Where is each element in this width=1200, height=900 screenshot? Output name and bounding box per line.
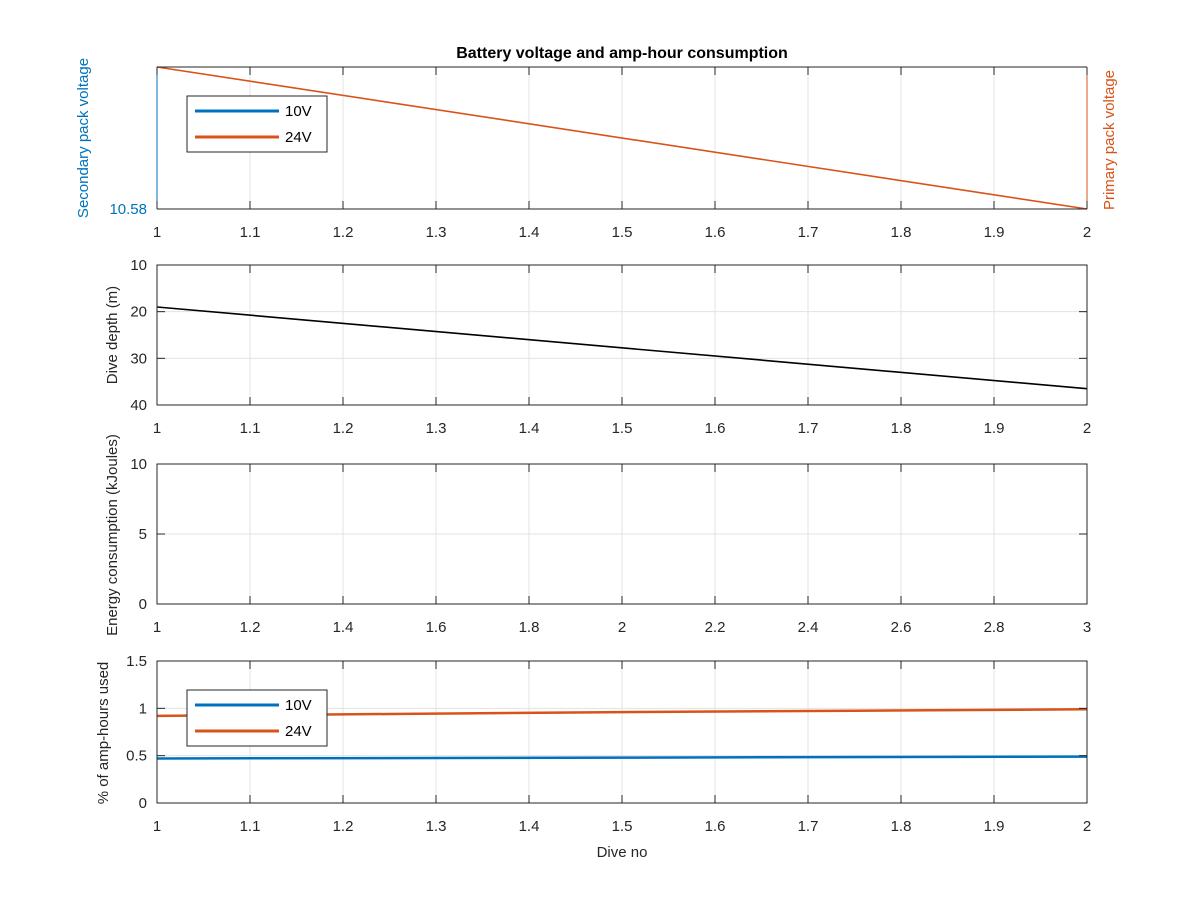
subplot-2: 1 1.1 1.2 1.3 1.4 1.5 1.6 1.7 1.8 1.9 2 10 20 30 40 Div… (104, 257, 1091, 437)
x-tick-label: 1.2 (333, 420, 354, 437)
y-tick-label: 0.5 (126, 748, 147, 765)
legend: 10V 24V (186, 689, 328, 747)
series-line-depth (156, 306, 1088, 390)
x-tick-label: 1.8 (519, 619, 540, 636)
x-tick-label: 1.5 (612, 818, 633, 835)
x-tick-label: 1 (153, 420, 161, 437)
x-tick-label: 1.8 (891, 420, 912, 437)
y-tick-label: 10.58 (109, 201, 147, 218)
x-tick-label: 1.6 (426, 619, 447, 636)
y-tick-label: 10 (130, 456, 147, 473)
x-tick-label: 1.5 (612, 420, 633, 437)
y-axis-label: Dive depth (m) (104, 286, 121, 384)
y-tick-label: 5 (139, 526, 147, 543)
y-tick-label: 20 (130, 304, 147, 321)
legend: 10V 24V (186, 95, 328, 153)
subplot-3: 1 1.2 1.4 1.6 1.8 2 2.2 2.4 2.6 2.8 3 0 5 10 Energy co… (104, 434, 1091, 636)
x-axis-label: Dive no (597, 844, 648, 861)
x-tick-label: 1 (153, 818, 161, 835)
x-tick-label: 1.4 (333, 619, 354, 636)
x-tick-label: 1.5 (612, 224, 633, 241)
x-tick-label: 1.9 (984, 420, 1005, 437)
y-tick-label: 0 (139, 596, 147, 613)
x-tick-label: 1.6 (705, 420, 726, 437)
x-tick-label: 1.3 (426, 818, 447, 835)
x-tick-label: 1.6 (705, 818, 726, 835)
x-tick-label: 1.8 (891, 818, 912, 835)
legend-label-24v: 24V (285, 723, 312, 740)
x-tick-label: 1.9 (984, 818, 1005, 835)
x-tick-label: 1.4 (519, 420, 540, 437)
x-tick-label: 1.3 (426, 420, 447, 437)
x-tick-label: 1.7 (798, 224, 819, 241)
y-axis-label: % of amp-hours used (95, 662, 112, 805)
subplot-4: 1 1.1 1.2 1.3 1.4 1.5 1.6 1.7 1.8 1.9 2 0 0.5 1 1.5 % o… (95, 653, 1091, 861)
y-tick-label: 0 (139, 795, 147, 812)
x-tick-label: 1.3 (426, 224, 447, 241)
x-tick-label: 2.8 (984, 619, 1005, 636)
x-tick-label: 1 (153, 224, 161, 241)
x-tick-label: 1.1 (240, 818, 261, 835)
x-tick-label: 3 (1083, 619, 1091, 636)
x-tick-label: 2.2 (705, 619, 726, 636)
x-tick-label: 2 (1083, 818, 1091, 835)
x-tick-label: 2.4 (798, 619, 819, 636)
y-tick-label: 40 (130, 397, 147, 414)
x-tick-label: 1.2 (333, 818, 354, 835)
y-axis-label-right: Primary pack voltage (1101, 70, 1118, 210)
x-tick-label: 1.4 (519, 224, 540, 241)
y-axis-label: Energy consumption (kJoules) (104, 434, 121, 636)
y-tick-label: 30 (130, 350, 147, 367)
series-line-24v (156, 66, 1088, 210)
x-tick-label: 1.1 (240, 224, 261, 241)
x-tick-label: 2 (618, 619, 626, 636)
y-tick-label: 1.5 (126, 653, 147, 670)
x-tick-label: 1.7 (798, 818, 819, 835)
x-tick-label: 1.9 (984, 224, 1005, 241)
y-axis-label-left: Secondary pack voltage (75, 58, 92, 218)
x-tick-label: 2 (1083, 420, 1091, 437)
x-tick-label: 1.7 (798, 420, 819, 437)
legend-label-24v: 24V (285, 129, 312, 146)
series-line-10v (156, 755, 1088, 760)
x-tick-label: 1.2 (333, 224, 354, 241)
x-tick-label: 1.4 (519, 818, 540, 835)
x-tick-label: 2 (1083, 224, 1091, 241)
x-tick-label: 1.1 (240, 420, 261, 437)
legend-box (186, 95, 328, 153)
y-tick-label: 1 (139, 700, 147, 717)
x-tick-label: 2.6 (891, 619, 912, 636)
legend-label-10v: 10V (285, 103, 312, 120)
legend-label-10v: 10V (285, 697, 312, 714)
legend-box (186, 689, 328, 747)
y-tick-label: 10 (130, 257, 147, 274)
x-tick-label: 1.2 (240, 619, 261, 636)
x-tick-label: 1.8 (891, 224, 912, 241)
x-tick-label: 1 (153, 619, 161, 636)
subplot-1: 1 1.1 1.2 1.3 1.4 1.5 1.6 1.7 1.8 1.9 2 10.58 Second… (75, 45, 1118, 241)
x-tick-label: 1.6 (705, 224, 726, 241)
chart-title: Battery voltage and amp-hour consumption (456, 45, 788, 62)
